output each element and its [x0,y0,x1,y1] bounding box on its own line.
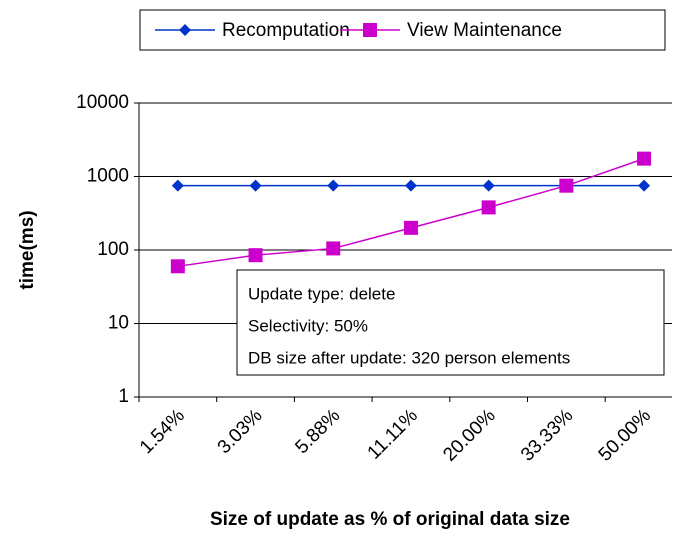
y-tick-label: 100 [97,239,129,260]
data-point [638,179,651,192]
data-point [248,248,263,263]
data-point [170,259,185,274]
y-tick-label: 10 [108,313,129,334]
y-tick-label: 1 [118,386,129,407]
legend-marker [363,23,377,37]
legend-label: Recomputation [222,20,350,41]
data-point [327,179,340,192]
data-point [249,179,262,192]
data-point [559,178,574,193]
x-tick-label: 20.00% [439,405,499,465]
data-point [481,200,496,215]
x-tick-label: 33.33% [517,405,577,465]
x-tick-label: 1.54% [136,405,189,458]
y-tick-label: 1000 [87,166,129,187]
data-point [403,220,418,235]
x-tick-label: 3.03% [214,405,267,458]
x-tick-label: 50.00% [595,405,655,465]
legend-box [139,9,666,51]
data-point [637,151,652,166]
x-tick-label: 11.11% [364,405,422,463]
annotation: Selectivity: 50% [248,316,368,335]
data-point [326,241,341,256]
annotation: Update type: delete [248,284,395,303]
y-tick-label: 10000 [76,92,129,113]
data-point [482,179,495,192]
data-point [404,179,417,192]
x-tick-label: 5.88% [291,405,344,458]
annotation-box [236,269,665,376]
y-axis-title: time(ms) [17,210,38,289]
x-axis-title: Size of update as % of original data siz… [210,509,570,530]
annotation: DB size after update: 320 person element… [248,348,570,367]
data-point [171,179,184,192]
legend-label: View Maintenance [407,20,562,41]
legend-marker [179,24,191,36]
